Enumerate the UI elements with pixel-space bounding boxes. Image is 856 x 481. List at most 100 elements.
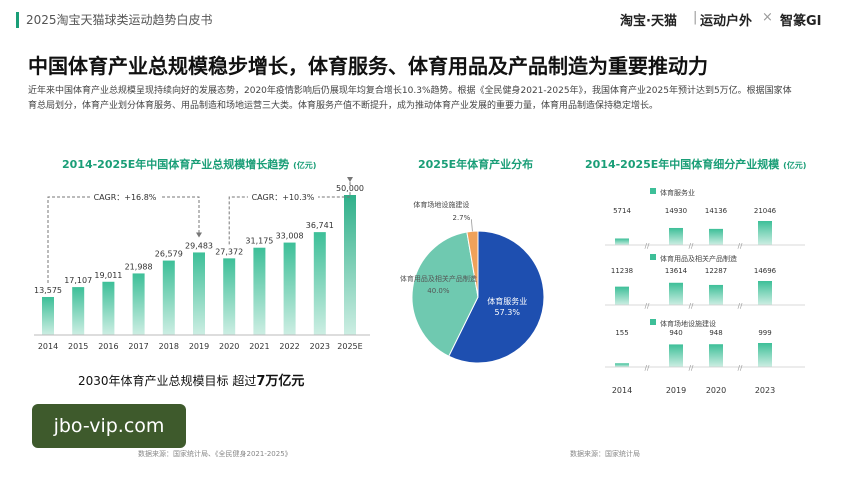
legend-swatch-2 bbox=[650, 319, 656, 325]
cagr-arrow-1 bbox=[196, 232, 202, 238]
cagr-label-bg-2 bbox=[248, 189, 318, 203]
tick-label-2014: 2014 bbox=[612, 386, 632, 395]
total-scale-bar-chart: 13,575 2014 17,107 2015 19,011 2016 21,988 2017… bbox=[34, 177, 370, 351]
industry-distribution-pie-chart: 体育服务业 57.3% 体育用品及相关产品制造 40.0% 体育场地设施建设 2.7% bbox=[400, 200, 545, 364]
taobao-logo: 淘宝·天猫 bbox=[620, 14, 677, 29]
value-label-2015: 17,107 bbox=[64, 276, 92, 285]
cagr-arrow-2 bbox=[347, 177, 353, 182]
bar-2025E bbox=[344, 195, 356, 335]
chart3-title: 2014-2025E年中国体育细分产业规模 (亿元) bbox=[585, 156, 806, 172]
segment-bar-2-2020 bbox=[709, 344, 723, 367]
axis-break-0: // bbox=[645, 302, 650, 310]
tick-label-2020: 2020 bbox=[219, 342, 239, 351]
bar-2018 bbox=[162, 260, 175, 335]
tick-label-2023: 2023 bbox=[310, 342, 330, 351]
value-label-2022: 33,008 bbox=[276, 232, 304, 241]
top-bar: 2025淘宝天猫球类运动趋势白皮书 淘宝·天猫 | 运动户外 × 智篆GI bbox=[0, 0, 856, 40]
cagr-bracket-1 bbox=[47, 196, 200, 283]
segment-bar-1-2023 bbox=[758, 281, 772, 305]
segment-value-2-2019: 940 bbox=[669, 329, 682, 337]
outdoor-brand: 运动户外 bbox=[700, 14, 753, 29]
axis-break-2: // bbox=[738, 364, 743, 372]
segment-bar-1-2014 bbox=[615, 286, 629, 305]
segment-value-0-2020: 14136 bbox=[705, 207, 728, 215]
pie-label-name-1: 体育用品及相关产品制造 bbox=[400, 274, 477, 283]
segment-bar-1-2020 bbox=[709, 284, 723, 305]
target-text: 2030年体育产业总规模目标 超过 bbox=[78, 374, 257, 388]
legend-label-0: 体育服务业 bbox=[660, 188, 695, 197]
segment-bar-0-2023 bbox=[758, 221, 772, 245]
report-title: 2025淘宝天猫球类运动趋势白皮书 bbox=[26, 13, 213, 27]
segment-bar-0-2020 bbox=[709, 228, 723, 245]
chart1-title: 2014-2025E年中国体育产业总规模增长趋势 (亿元) bbox=[62, 156, 316, 172]
pie-label-value-1: 40.0% bbox=[427, 287, 450, 295]
tick-label-2017: 2017 bbox=[128, 342, 148, 351]
tick-label-2016: 2016 bbox=[98, 342, 118, 351]
legend-label-1: 体育用品及相关产品制造 bbox=[660, 254, 737, 263]
axis-break-0: // bbox=[645, 242, 650, 250]
segment-bar-0-2014 bbox=[615, 238, 629, 245]
bar-2014 bbox=[42, 296, 54, 335]
segment-value-1-2019: 13614 bbox=[665, 267, 688, 275]
segment-value-0-2014: 5714 bbox=[613, 207, 631, 215]
segment-bar-2-2019 bbox=[669, 344, 683, 367]
bar-2020 bbox=[223, 258, 236, 335]
value-label-2020: 27,372 bbox=[215, 247, 243, 256]
tick-label-2020: 2020 bbox=[706, 386, 726, 395]
segment-value-0-2019: 14930 bbox=[665, 207, 687, 215]
tick-label-2021: 2021 bbox=[249, 342, 269, 351]
segment-bar-2-2014 bbox=[615, 363, 629, 367]
cagr-label-bg-1 bbox=[90, 189, 160, 203]
tick-label-2025E: 2025E bbox=[337, 342, 362, 351]
legend-swatch-0 bbox=[650, 188, 656, 194]
axis-break-1: // bbox=[689, 364, 694, 372]
pie-slice-0 bbox=[448, 230, 545, 364]
title-accent-bar bbox=[16, 12, 19, 28]
bar-2017 bbox=[132, 273, 145, 335]
page-headline: 中国体育产业总规模稳步增长，体育服务、体育用品及产品制造为重要推动力 bbox=[28, 54, 708, 78]
tick-label-2019: 2019 bbox=[666, 386, 686, 395]
target-value: 7万亿元 bbox=[256, 374, 305, 389]
segment-value-1-2023: 14696 bbox=[754, 267, 777, 275]
chart2-title: 2025E年体育产业分布 bbox=[418, 158, 534, 171]
cross-sign: × bbox=[762, 10, 773, 25]
source-left: 数据来源：国家统计局、《全民健身2021-2025》 bbox=[138, 450, 292, 458]
pie-label-name-2: 体育场地设施建设 bbox=[413, 200, 469, 209]
axis-break-1: // bbox=[689, 242, 694, 250]
segment-value-0-2023: 21046 bbox=[754, 207, 777, 215]
pie-leader-2 bbox=[470, 219, 473, 232]
pie-slice-2 bbox=[466, 230, 479, 298]
partner-logo: 智篆GI bbox=[780, 14, 822, 29]
axis-break-2: // bbox=[738, 302, 743, 310]
bar-2022 bbox=[283, 242, 296, 335]
value-label-2017: 21,988 bbox=[125, 262, 153, 271]
axis-break-0: // bbox=[645, 364, 650, 372]
axis-break-1: // bbox=[689, 302, 694, 310]
value-label-2021: 31,175 bbox=[245, 237, 273, 246]
tick-label-2019: 2019 bbox=[189, 342, 209, 351]
bar-2019 bbox=[193, 252, 205, 335]
value-label-2023: 36,741 bbox=[306, 221, 334, 230]
segment-value-1-2014: 11238 bbox=[611, 267, 633, 275]
bar-2015 bbox=[72, 287, 85, 335]
source-right: 数据来源：国家统计局 bbox=[570, 450, 640, 458]
pie-label-name-0: 体育服务业 bbox=[487, 296, 527, 306]
segment-bar-1-2019 bbox=[669, 282, 683, 305]
tick-label-2023: 2023 bbox=[755, 386, 775, 395]
pie-slice-1 bbox=[411, 231, 479, 357]
pie-label-value-2: 2.7% bbox=[452, 214, 470, 222]
value-label-2014: 13,575 bbox=[34, 286, 62, 295]
chart1-title-text: 2014-2025E年中国体育产业总规模增长趋势 bbox=[62, 158, 290, 171]
legend-swatch-1 bbox=[650, 254, 656, 260]
bar-2016 bbox=[102, 281, 115, 335]
target-statement: 2030年体育产业总规模目标 超过7万亿元 bbox=[78, 370, 304, 389]
cagr-label-1: CAGR：+16.8% bbox=[94, 193, 157, 202]
legend-label-2: 体育场地设施建设 bbox=[660, 319, 716, 328]
tick-label-2022: 2022 bbox=[279, 342, 299, 351]
watermark-badge: jbo-vip.com bbox=[32, 404, 186, 448]
value-label-2018: 26,579 bbox=[155, 250, 183, 259]
tick-label-2014: 2014 bbox=[38, 342, 58, 351]
chart3-unit: (亿元) bbox=[783, 161, 807, 170]
value-label-2019: 29,483 bbox=[185, 241, 213, 250]
page-description: 近年来中国体育产业总规模呈现持续向好的发展态势，2020年疫情影响后仍展现年均复… bbox=[28, 86, 792, 111]
